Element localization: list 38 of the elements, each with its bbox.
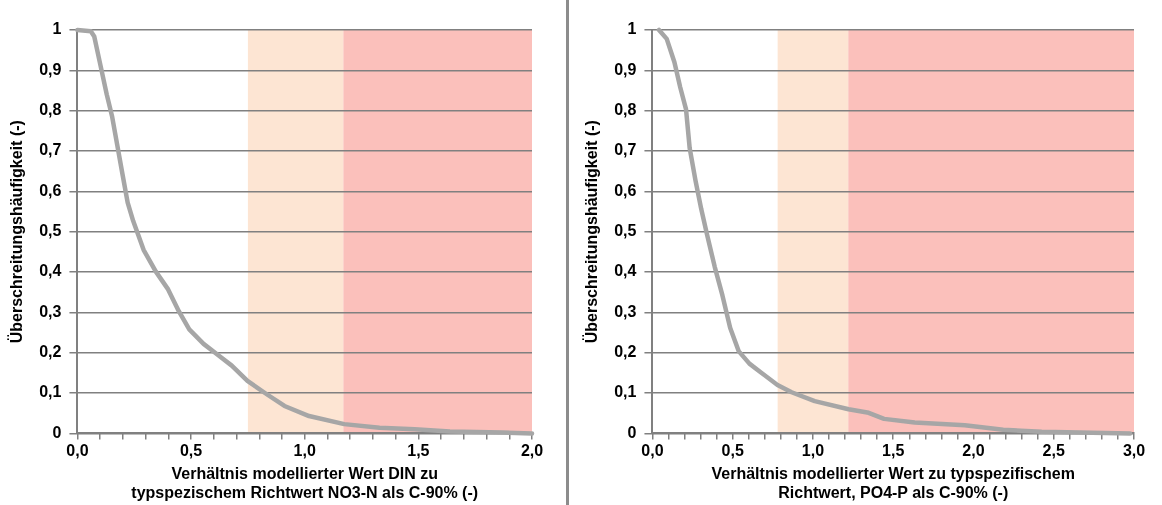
y-tick-label: 0,9 (39, 60, 62, 78)
x-tick-label: 0,0 (66, 442, 89, 460)
y-tick-label: 0,8 (614, 101, 637, 119)
x-axis-title: Verhältnis modellierter Wert zu typspezifischem Richtwert, PO4-P als C-90% (-) (711, 464, 1075, 501)
y-tick-label: 0,6 (39, 181, 62, 199)
x-tick-label: 1,0 (801, 442, 825, 460)
x-tick-label: 1,0 (293, 442, 316, 460)
y-tick-label: 0 (627, 423, 637, 441)
x-axis-title: Verhältnis modellierter Wert DIN zu typspezischem Richtwert NO3-N als C-90% (-) (131, 464, 479, 501)
x-tick-label: 2,0 (962, 442, 985, 460)
x-tick-label: 2,5 (1042, 442, 1065, 460)
y-tick-label: 0,3 (614, 302, 637, 320)
y-tick-label: 0,2 (614, 343, 637, 361)
y-tick-label: 0,4 (39, 262, 62, 280)
y-tick-label: 0,4 (614, 262, 637, 280)
y-tick-label: 0,2 (39, 343, 62, 361)
y-tick-label: 0,9 (614, 60, 637, 78)
y-tick-label: 1 (627, 20, 637, 38)
y-tick-label: 0 (52, 423, 62, 441)
y-tick-label: 0,3 (39, 302, 62, 320)
y-tick-label: 0,7 (614, 141, 637, 159)
y-tick-label: 0,5 (39, 222, 62, 240)
x-tick-label: 0,0 (641, 442, 664, 460)
x-tick-label: 1,5 (407, 442, 430, 460)
y-tick-label: 0,1 (614, 383, 637, 401)
x-tick-label: 0,5 (179, 442, 203, 460)
x-tick-label: 3,0 (1122, 442, 1146, 460)
y-tick-label: 0,6 (614, 181, 637, 199)
y-axis-title: Überschreitungshäufigkeit (-) (582, 120, 601, 344)
y-tick-label: 0,8 (39, 101, 62, 119)
y-axis-title: Überschreitungshäufigkeit (-) (7, 120, 26, 344)
y-tick-label: 0,5 (614, 222, 637, 240)
x-tick-label: 0,5 (721, 442, 744, 460)
x-tick-label: 2,0 (520, 442, 544, 460)
y-tick-label: 0,7 (39, 141, 62, 159)
y-tick-label: 0,1 (39, 383, 62, 401)
y-tick-label: 1 (52, 20, 62, 38)
x-tick-label: 1,5 (882, 442, 905, 460)
